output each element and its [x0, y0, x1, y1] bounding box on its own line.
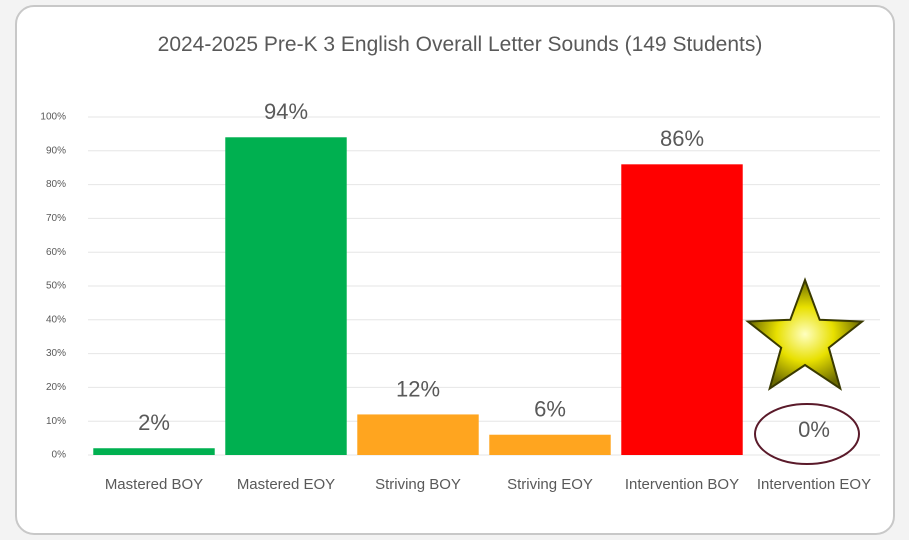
y-tick-label: 90%: [46, 145, 66, 156]
title-box: 2024-2025 Pre-K 3 English Overall Letter…: [157, 33, 763, 56]
bar: [357, 414, 479, 455]
bar: [621, 164, 743, 455]
value-label: 94%: [264, 99, 308, 124]
x-tick-label: Striving EOY: [507, 476, 593, 493]
value-label: 0%: [798, 417, 830, 442]
y-tick-label: 20%: [46, 382, 66, 393]
y-tick-label: 30%: [46, 348, 66, 359]
x-tick-label: Striving BOY: [375, 476, 461, 493]
value-label: 12%: [396, 376, 440, 401]
x-tick-label: Mastered BOY: [104, 476, 204, 493]
x-tick-label: Intervention EOY: [756, 476, 872, 493]
y-tick-label: 100%: [40, 112, 66, 123]
bar: [489, 434, 611, 455]
y-tick-label: 60%: [46, 247, 66, 258]
highlight-circle: [754, 403, 860, 465]
star: [745, 277, 865, 391]
value-label: 2%: [138, 410, 170, 435]
y-tick-label: 40%: [46, 314, 66, 325]
y-tick-label: 50%: [46, 281, 66, 292]
value-label: 6%: [534, 397, 566, 422]
y-tick-label: 70%: [46, 213, 66, 224]
y-tick-label: 80%: [46, 179, 66, 190]
bar: [225, 137, 347, 455]
value-label: 86%: [660, 126, 704, 151]
bar: [93, 448, 215, 455]
y-tick-label: 0%: [52, 450, 67, 461]
chart-title: 2024-2025 Pre-K 3 English Overall Letter…: [157, 33, 763, 56]
x-tick-label: Mastered EOY: [236, 476, 336, 493]
x-tick-label: Intervention BOY: [624, 476, 740, 493]
y-tick-label: 10%: [46, 416, 66, 427]
